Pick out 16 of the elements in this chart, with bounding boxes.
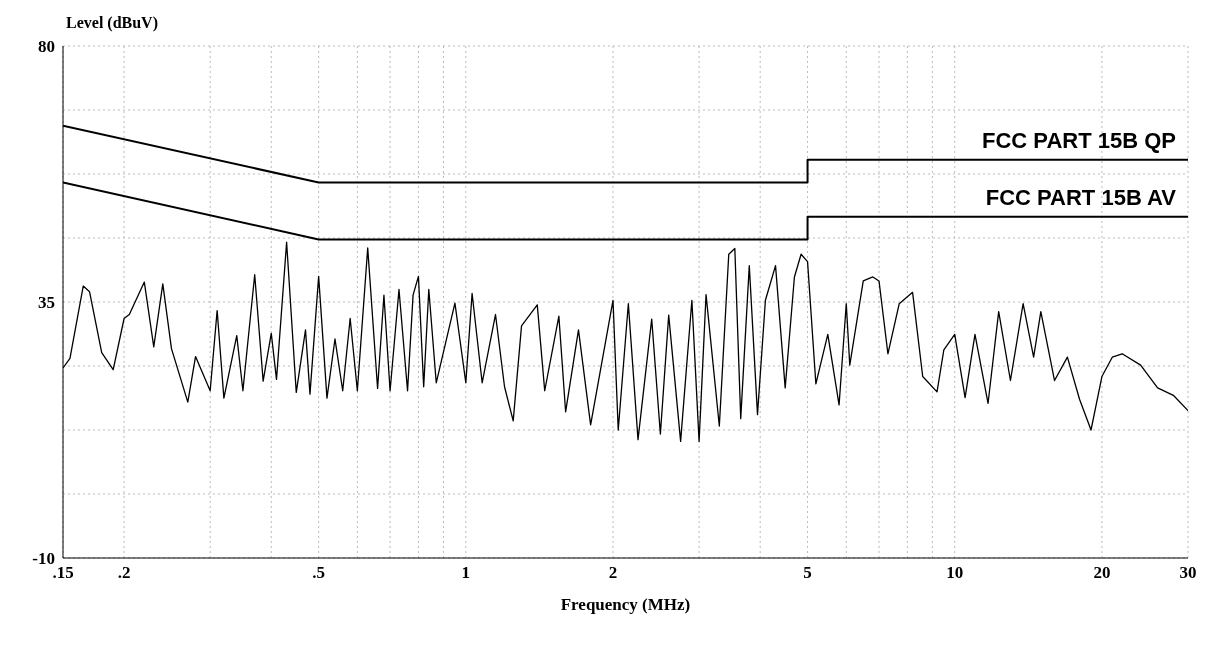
x-tick-label: .2 bbox=[117, 563, 131, 583]
y-tick-label: 80 bbox=[38, 37, 55, 57]
x-tick-label: 5 bbox=[803, 563, 812, 583]
x-tick-label: .15 bbox=[52, 563, 74, 583]
series-label: FCC PART 15B AV bbox=[985, 184, 1177, 210]
x-axis-title: Frequency (MHz) bbox=[560, 595, 691, 614]
x-tick-label: .5 bbox=[312, 563, 326, 583]
y-axis-title: Level (dBuV) bbox=[66, 14, 158, 32]
x-tick-label: 10 bbox=[946, 563, 964, 583]
x-tick-label: 30 bbox=[1179, 563, 1197, 583]
y-tick-label: -10 bbox=[32, 549, 55, 569]
x-tick-label: 20 bbox=[1093, 563, 1111, 583]
x-tick-label: 1 bbox=[461, 563, 471, 583]
series-label: FCC PART 15B QP bbox=[982, 127, 1176, 153]
y-tick-label: 35 bbox=[38, 293, 55, 313]
x-tick-label: 2 bbox=[608, 563, 618, 583]
